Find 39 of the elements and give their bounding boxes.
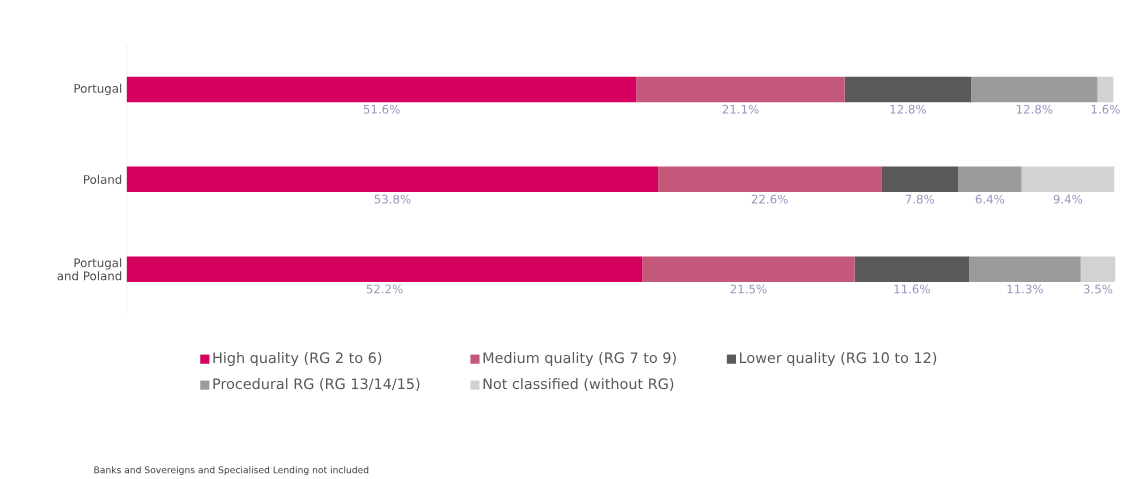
data-label: 7.8%: [905, 194, 935, 204]
data-label: 11.6%: [894, 284, 930, 294]
data-label: 3.5%: [1083, 284, 1113, 294]
data-label: 53.8%: [374, 194, 411, 204]
data-label: 6.4%: [975, 194, 1005, 204]
data-label: 21.1%: [722, 104, 759, 114]
legend-label: Lower quality (RG 10 to 12): [740, 351, 937, 366]
data-label: 9.4%: [1053, 194, 1083, 204]
bar: [844, 76, 972, 102]
bar: [969, 256, 1081, 282]
bar: [854, 256, 970, 282]
data-label: 11.3%: [1007, 284, 1043, 294]
bar: [1097, 76, 1114, 102]
y-tick-label: Portugal: [74, 83, 122, 95]
bar: [958, 166, 1022, 192]
data-label: 12.8%: [1016, 104, 1053, 114]
bar: [126, 256, 643, 282]
y-tick-label: Portugal and Poland: [57, 257, 122, 281]
data-label: 22.6%: [751, 194, 788, 204]
legend-label: High quality (RG 2 to 6): [213, 351, 382, 366]
bar: [1021, 166, 1115, 192]
bar: [126, 166, 659, 192]
bar: [658, 166, 882, 192]
bar: [636, 76, 845, 102]
legend-label: Medium quality (RG 7 to 9): [483, 351, 676, 366]
data-label: 21.5%: [730, 284, 767, 294]
y-tick-label: Poland: [84, 174, 122, 184]
data-label: 52.2%: [366, 284, 403, 294]
data-label: 1.6%: [1091, 104, 1120, 114]
data-label: 12.8%: [890, 104, 926, 114]
bar: [642, 256, 855, 282]
data-label: 51.6%: [363, 104, 400, 114]
text: Banks and Sovereigns and Specialised Lending not included: [94, 465, 369, 475]
bar: [1080, 256, 1116, 282]
legend-label: Not classified (without RG): [483, 377, 674, 391]
bar: [971, 76, 1098, 102]
bar: [881, 166, 959, 192]
bar: [126, 76, 637, 102]
legend-label: Procedural RG (RG 13/14/15): [213, 377, 420, 391]
